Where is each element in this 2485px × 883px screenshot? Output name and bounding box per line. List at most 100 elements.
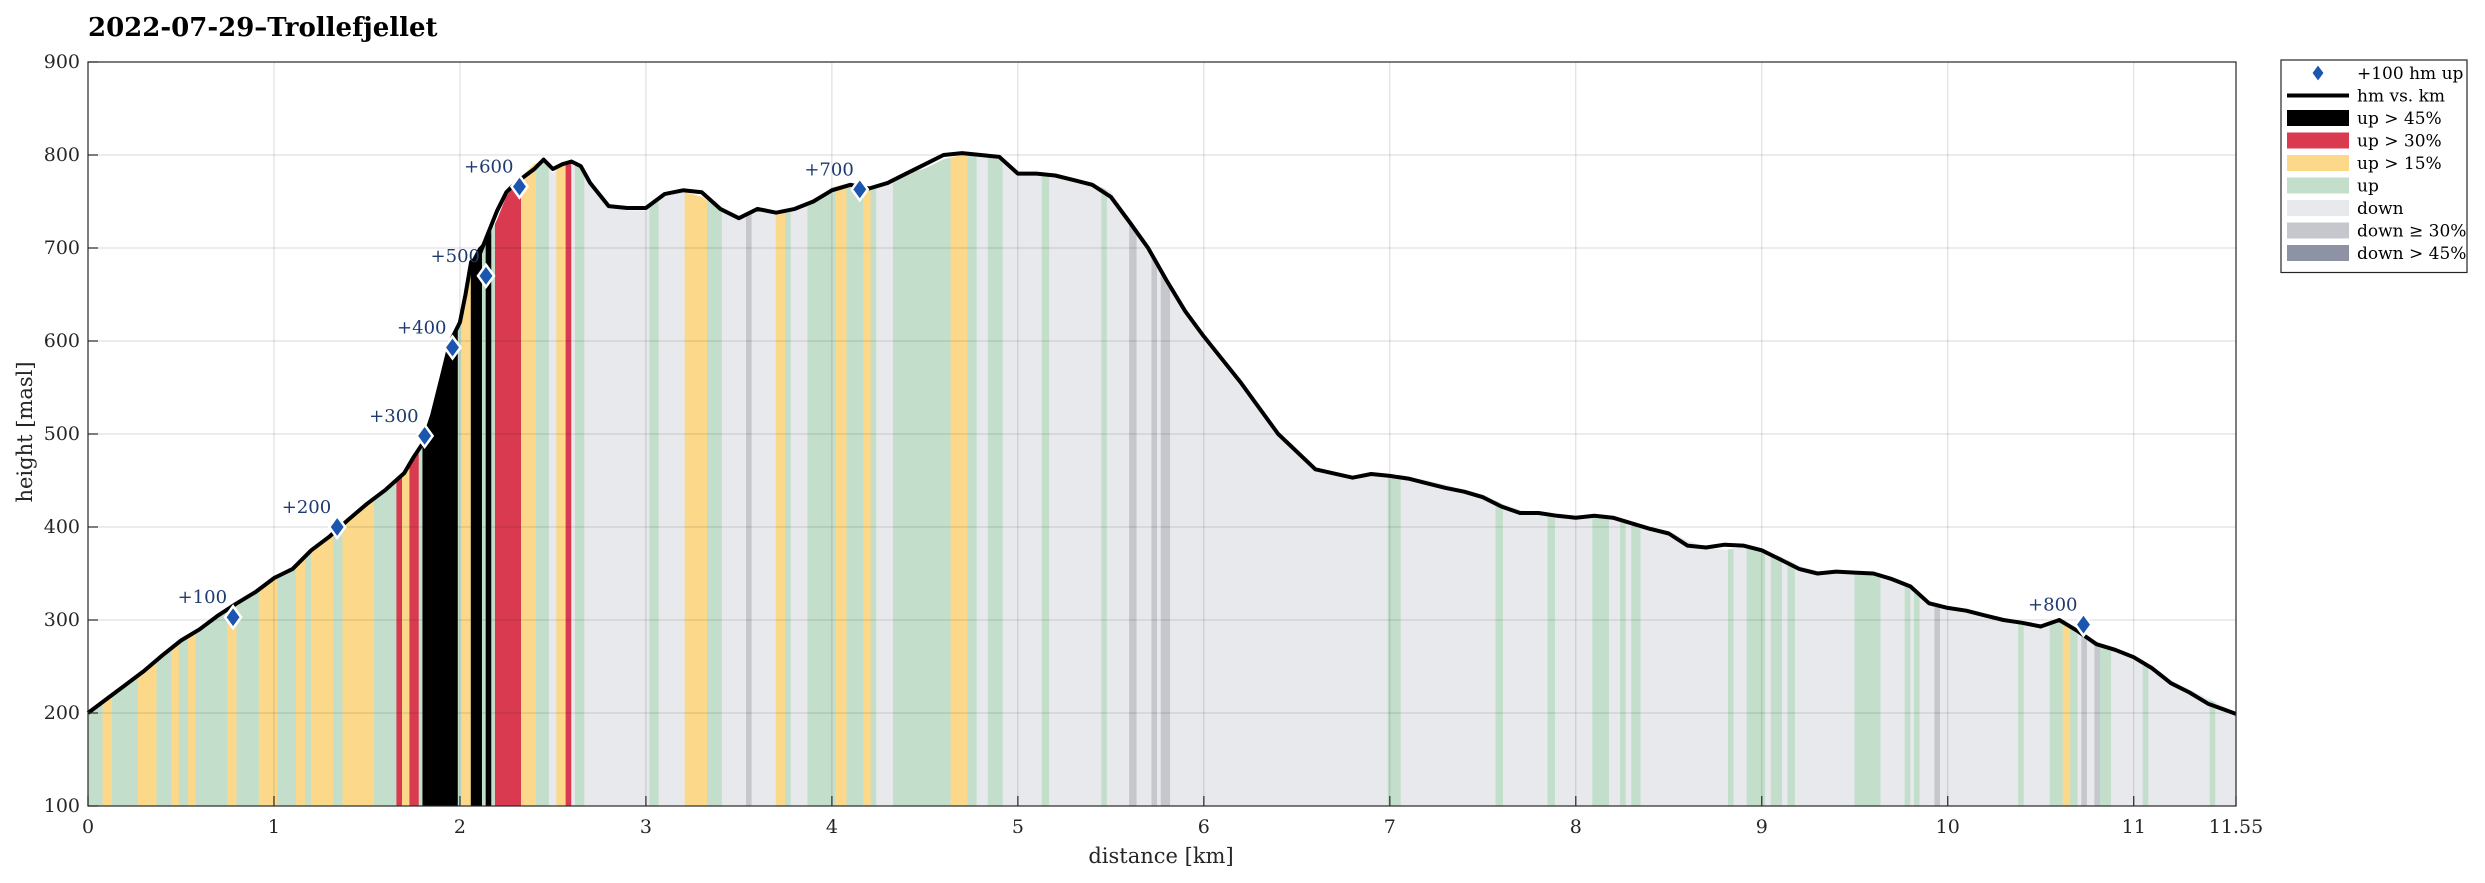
segment-down [1157, 266, 1162, 807]
segment-up15 [171, 641, 180, 807]
segment-up15 [401, 462, 411, 807]
segment-up30 [494, 176, 522, 807]
y-tick-label: 500 [44, 423, 80, 445]
segment-up [156, 647, 172, 807]
legend-marker-swatch [2309, 61, 2327, 85]
y-tick-label: 600 [44, 330, 80, 352]
segment-up [1547, 513, 1556, 807]
x-tick-label: 11.55 [2209, 816, 2263, 838]
segment-down30 [1151, 255, 1158, 807]
y-axis-title: height [masl] [13, 361, 37, 502]
segment-up [987, 156, 1004, 807]
segment-up [1854, 571, 1882, 807]
segment-down [876, 179, 894, 807]
segment-up [236, 588, 260, 807]
segment-down [1502, 503, 1549, 807]
segment-up15 [342, 497, 375, 807]
segment-up [892, 157, 952, 807]
segment-up [305, 549, 312, 807]
x-tick-label: 3 [640, 816, 652, 838]
x-tick-label: 11 [2122, 816, 2146, 838]
height-marker [223, 604, 243, 631]
axes: 0 1 2 3 4 5 6 7 8 9 10 11 11.55 100 200 300 400 500 600 700… [44, 51, 2263, 838]
legend-label: +100 hm up [2357, 64, 2464, 84]
segment-up [706, 200, 723, 807]
segment-up [1041, 173, 1050, 807]
segment-down [548, 167, 557, 807]
segment-up15 [102, 694, 113, 807]
segment-down30 [746, 213, 753, 807]
height-marker-label: +600 [464, 157, 513, 178]
y-tick-label: 900 [44, 51, 80, 73]
chart-title: 2022-07-29–Trollefjellet [88, 13, 438, 43]
legend-label: up > 15% [2357, 154, 2442, 174]
segment-down [1049, 173, 1102, 807]
segment-down [658, 191, 686, 807]
segment-up15 [684, 192, 708, 807]
segment-up15 [227, 602, 238, 807]
segment-up [87, 701, 104, 807]
x-tick-label: 1 [268, 816, 280, 838]
x-axis-title: distance [km] [1088, 844, 1233, 868]
segment-up15 [2062, 621, 2071, 807]
segment-up [2209, 699, 2216, 807]
height-marker-label: +300 [369, 406, 418, 427]
segment-up45 [485, 231, 492, 807]
height-marker [415, 422, 435, 449]
segment-up [277, 564, 297, 807]
segment-up15 [521, 163, 537, 807]
segment-up [535, 161, 550, 807]
height-marker-label: +100 [178, 587, 227, 608]
height-marker [476, 262, 496, 290]
legend-label: up > 30% [2357, 132, 2442, 152]
segment-up [481, 239, 487, 807]
segment-up [1592, 517, 1610, 807]
segment-up [178, 635, 189, 807]
height-marker-label: +200 [282, 497, 331, 518]
x-tick-label: 9 [1756, 816, 1768, 838]
segment-up [2142, 660, 2149, 807]
segment-down [2111, 646, 2144, 807]
y-tick-label: 300 [44, 609, 80, 631]
legend-label: down [2357, 199, 2404, 219]
segment-up [785, 211, 792, 807]
y-tick-label: 700 [44, 237, 80, 259]
legend-swatch-down45 [2287, 245, 2349, 261]
segment-up30 [565, 162, 572, 807]
height-marker [850, 176, 870, 203]
x-tick-label: 2 [454, 816, 466, 838]
y-tick-label: 100 [44, 795, 80, 817]
segment-up45 [470, 243, 483, 807]
x-tick-label: 6 [1198, 816, 1210, 838]
segment-down [1940, 603, 2019, 807]
segment-up45 [422, 325, 459, 807]
segment-down30 [1129, 219, 1138, 807]
segment-up [2018, 621, 2025, 807]
segment-up15 [137, 659, 158, 807]
segment-down30 [2081, 631, 2088, 807]
segment-up15 [258, 575, 278, 807]
segment-down [1400, 476, 1497, 807]
segment-up [1495, 500, 1504, 807]
y-tick-label: 400 [44, 516, 80, 538]
segment-down [2215, 702, 2237, 807]
segment-down [1919, 592, 1936, 807]
segment-down30 [1160, 273, 1171, 807]
segment-up [2070, 625, 2079, 807]
segment-down [1910, 583, 1915, 807]
segment-up15 [950, 154, 968, 807]
segment-down30 [2094, 641, 2101, 807]
segment-down30 [1934, 602, 1941, 807]
segment-up [418, 442, 424, 807]
segment-up [1787, 559, 1796, 807]
height-marker-label: +700 [804, 159, 853, 180]
segment-down [976, 154, 989, 807]
segment-down [1640, 524, 1729, 807]
segment-up [111, 674, 139, 807]
segment-up [2099, 643, 2112, 807]
segment-down [2023, 621, 2051, 807]
x-tick-label: 8 [1570, 816, 1582, 838]
segment-down [790, 203, 809, 807]
segment-up15 [775, 212, 786, 807]
